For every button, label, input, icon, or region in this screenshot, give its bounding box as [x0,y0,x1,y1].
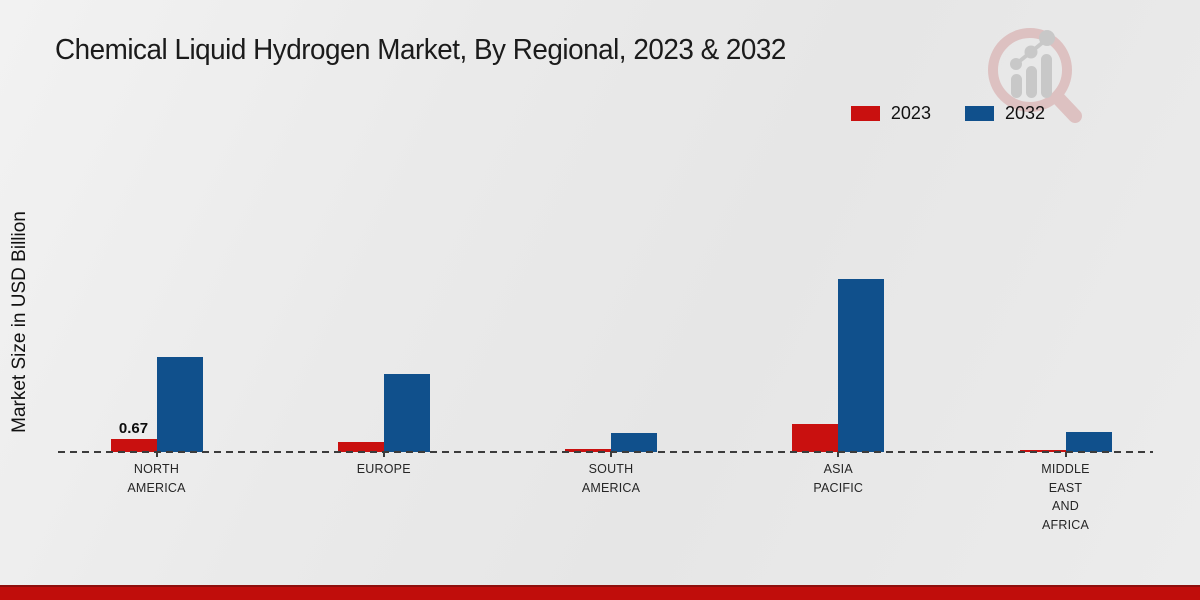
bar-2032-asia-pacific [838,279,885,452]
x-axis-tick-north-america [155,452,158,457]
magnifier-bar-chart-logo-icon [988,28,1082,123]
legend-swatch-2023 [850,106,880,121]
bar-2032-europe [383,374,430,452]
bar-2023-europe [337,442,384,452]
legend-item-2032: 2032 [964,103,1045,124]
bar-2032-south-america [611,432,657,452]
legend-item-2023: 2023 [850,103,931,124]
x-axis-tick-europe [382,452,385,457]
chart-title: Chemical Liquid Hydrogen Market, By Regi… [55,34,786,66]
legend-label-2023: 2023 [890,103,931,123]
plot-area: NORTH AMERICA EUROPE SOUTH AMERICA ASIA PACIFI… [58,140,1153,532]
footer-accent-bar [0,585,1200,600]
category-label-south-america: SOUTH AMERICA [581,462,641,495]
y-axis-label: Market Size in USD Billion [9,211,30,433]
bar-2023-asia-pacific [792,423,839,452]
bar-2032-north-america [156,356,203,452]
legend-label-2032: 2032 [1004,103,1045,123]
x-axis-dashed-baseline [58,451,1153,453]
x-axis-tick-south-america [610,452,612,457]
data-label-2023-north-america: 0.67 [118,420,149,438]
category-label-europe: EUROPE [356,462,411,476]
bar-2032-middle-east-and-africa [1065,431,1112,452]
category-label-north-america: NORTH AMERICA [127,462,186,495]
bar-2023-north-america [110,439,157,452]
x-axis-tick-asia-pacific [837,452,840,457]
legend: 2023 2032 [850,103,1045,124]
legend-swatch-2032 [964,106,994,121]
x-axis-tick-middle-east-and-africa [1064,452,1067,457]
category-label-middle-east-and-africa: MIDDLE EAST AND AFRICA [1041,462,1090,532]
category-label-asia-pacific: ASIA PACIFIC [813,462,864,495]
bar-2023-south-america [565,449,611,452]
